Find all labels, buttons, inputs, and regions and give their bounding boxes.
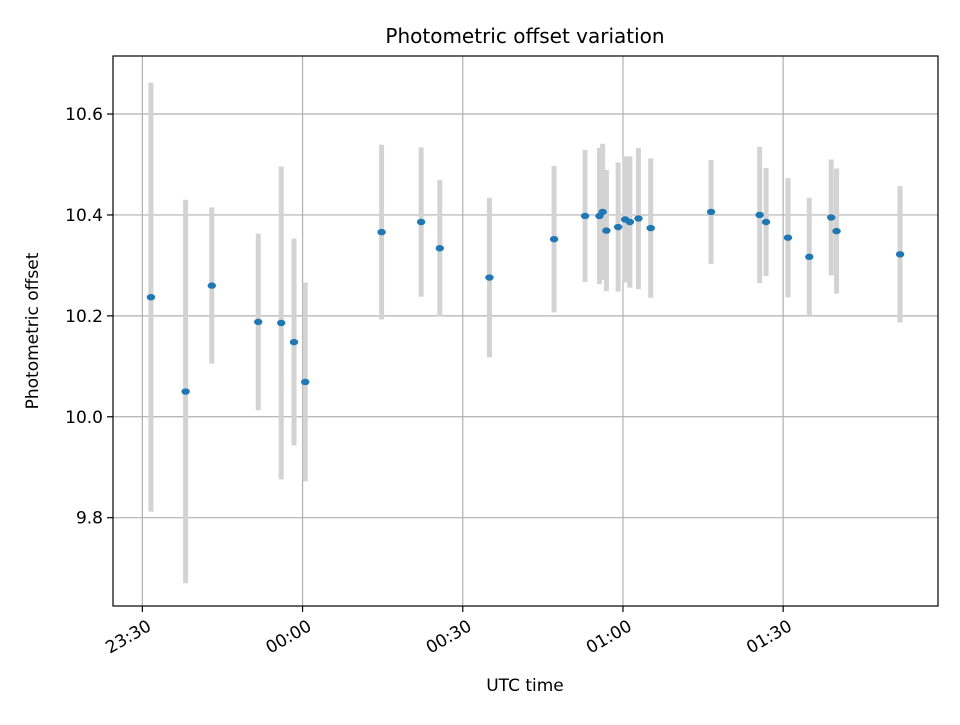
y-axis-label: Photometric offset (23, 252, 43, 409)
data-point (805, 253, 814, 261)
data-point (377, 228, 386, 236)
data-point (301, 378, 310, 386)
data-point (625, 218, 635, 226)
data-point (613, 223, 623, 231)
data-point (580, 212, 590, 220)
data-point (485, 274, 494, 281)
data-point (755, 211, 764, 219)
data-point (706, 208, 716, 216)
y-tick-label: 10.0 (65, 408, 103, 428)
data-point (435, 245, 444, 252)
data-point (646, 224, 655, 232)
y-tick-label: 10.4 (65, 206, 103, 226)
x-axis-label: UTC time (486, 676, 564, 696)
grid-lines (113, 56, 938, 606)
data-point (416, 218, 426, 226)
data-point (827, 214, 836, 221)
data-point (549, 235, 559, 243)
data-point (254, 318, 263, 326)
data-point (289, 338, 299, 346)
data-points (146, 208, 905, 395)
data-point (895, 251, 905, 258)
data-point (761, 218, 771, 226)
data-point (277, 319, 286, 327)
y-tick-label: 10.6 (65, 105, 103, 125)
data-point (181, 388, 190, 395)
y-tick-label: 10.2 (65, 307, 103, 327)
chart-title: Photometric offset variation (385, 24, 664, 48)
data-point (598, 208, 607, 216)
data-point (634, 215, 643, 222)
data-point (602, 227, 611, 234)
plot-frame (112, 55, 939, 607)
data-point (207, 282, 216, 289)
y-tick-label: 9.8 (76, 509, 103, 529)
data-point (783, 234, 793, 241)
data-point (146, 293, 156, 301)
data-point (832, 227, 841, 235)
